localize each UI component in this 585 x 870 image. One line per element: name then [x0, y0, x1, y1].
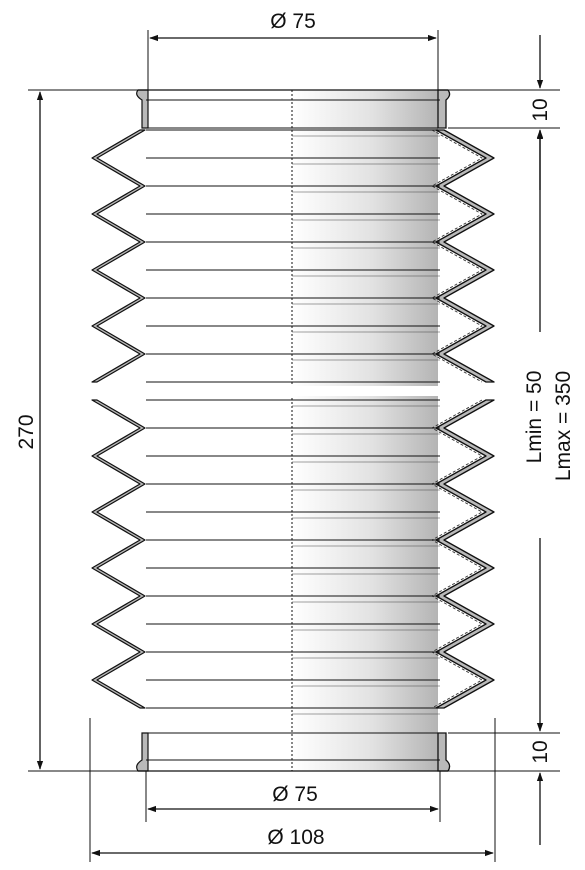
top-collar-label: 10 [529, 98, 552, 121]
dimension-bottom-diameter: Ø 75 [145, 771, 441, 822]
dimension-top-diameter: Ø 75 [147, 10, 439, 90]
left-wall-upper [91, 129, 146, 383]
right-collar-bottom [437, 732, 451, 772]
outer-diameter-label: Ø 108 [267, 826, 324, 849]
dimension-bottom-collar: 10 [448, 732, 560, 845]
dimension-total-length: 270 [15, 89, 560, 772]
left-wall-lower [91, 399, 146, 709]
bottom-collar-label: 10 [529, 740, 552, 763]
total-length-label: 270 [15, 414, 38, 449]
break-gap [80, 386, 510, 396]
right-wall-upper-dashed [431, 129, 483, 383]
dimension-top-collar: 10 [440, 35, 560, 190]
dimension-length-range: Lmin = 50 Lmax = 350 [520, 130, 580, 732]
left-collar-bottom [136, 732, 149, 772]
bottom-diameter-label: Ø 75 [272, 783, 318, 806]
lmax-label: Lmax = 350 [552, 371, 575, 481]
left-collar-top [136, 89, 149, 129]
right-wall-lower [435, 399, 495, 709]
right-wall-upper [435, 129, 495, 383]
right-wall-lower-dashed [431, 399, 483, 709]
dimension-outer-diameter: Ø 108 [89, 718, 496, 862]
lmin-label: Lmin = 50 [523, 371, 546, 464]
top-diameter-label: Ø 75 [270, 10, 316, 33]
bellows-body [91, 89, 495, 772]
right-collar-top [437, 89, 451, 129]
section-fill [292, 90, 438, 771]
bellows-fold-lines [146, 89, 440, 772]
